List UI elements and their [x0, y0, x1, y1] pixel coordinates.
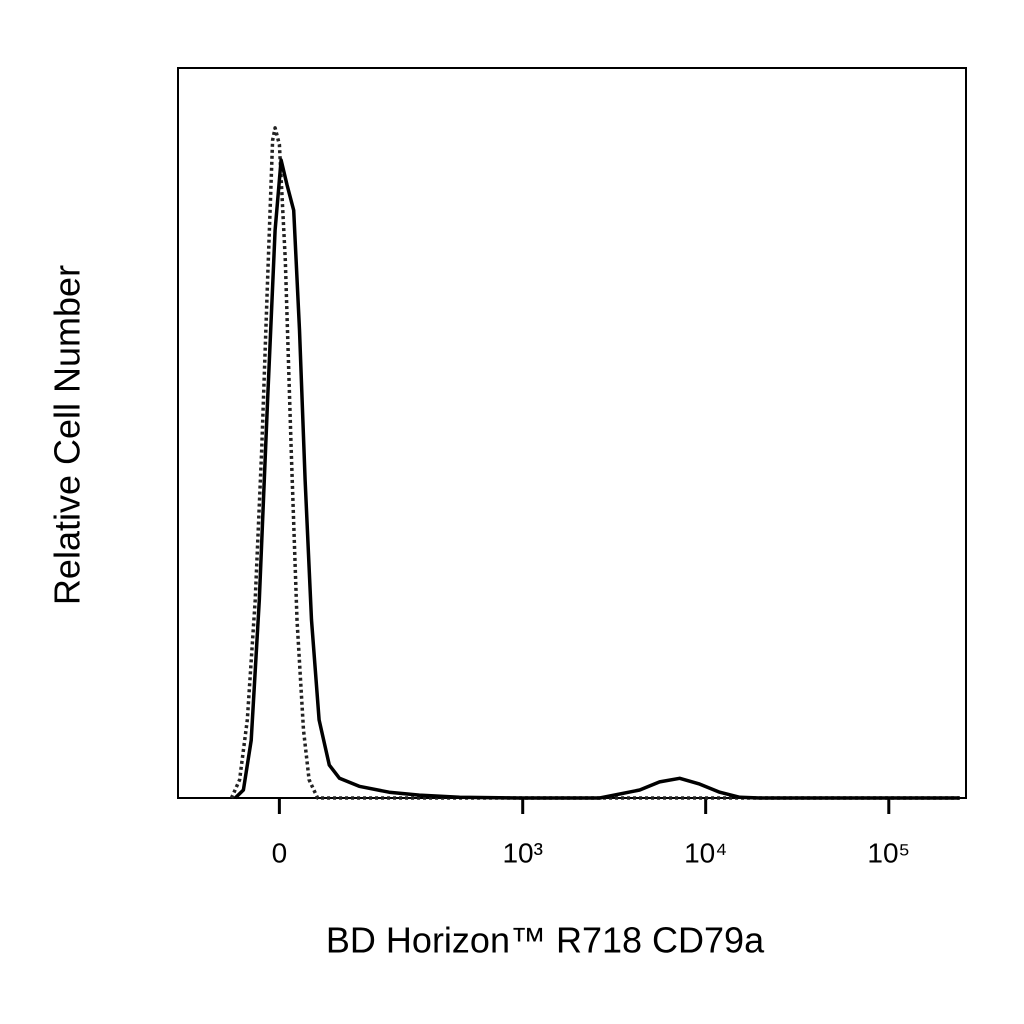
series-line — [233, 158, 960, 800]
x-tick-label: 10⁴ — [684, 837, 727, 868]
y-axis-label: Relative Cell Number — [47, 265, 88, 605]
x-axis-label: BD Horizon™ R718 CD79a — [326, 920, 765, 961]
x-tick-label: 10³ — [502, 837, 542, 868]
x-tick-label: 0 — [272, 837, 288, 868]
x-tick-label: 10⁵ — [867, 837, 910, 868]
series-line — [229, 126, 960, 800]
plot-frame — [177, 67, 967, 799]
